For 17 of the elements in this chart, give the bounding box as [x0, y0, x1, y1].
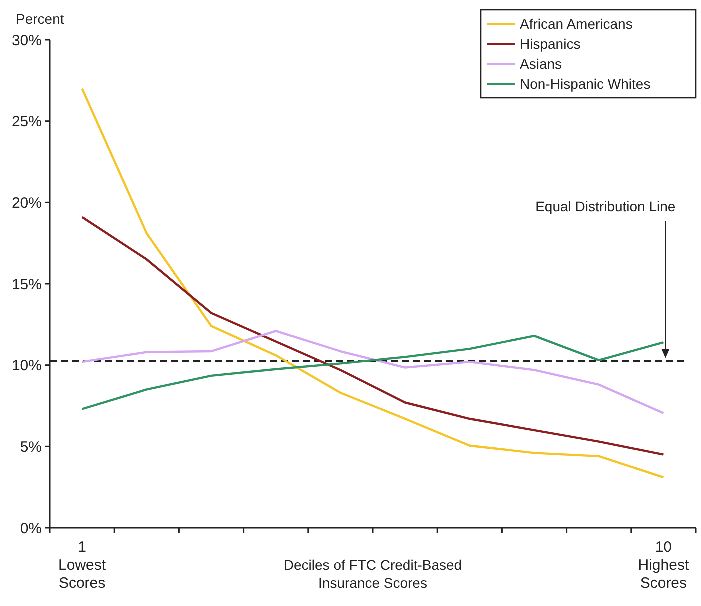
y-tick-label: 20%: [12, 194, 42, 212]
line-series: [81, 216, 665, 456]
y-tick-label: 25%: [12, 114, 42, 131]
y-tick-label: 5%: [20, 438, 42, 456]
ref-line-label: Equal Distribution Line: [536, 198, 676, 214]
legend-label: Asians: [520, 56, 562, 72]
y-axis-title: Percent: [16, 11, 64, 27]
y-tick-label: 30%: [12, 32, 42, 50]
y-tick-label: 15%: [12, 276, 42, 294]
legend-label: Hispanics: [520, 36, 581, 52]
y-tick-label: 0%: [20, 520, 42, 538]
y-tick-label: 10%: [12, 358, 42, 375]
x-tick-label: 1 Lowest Scores: [58, 539, 107, 592]
legend-label: African Americans: [520, 16, 633, 32]
x-tick-label: 10 Highest Scores: [638, 539, 690, 592]
x-axis-title: Deciles of FTC Credit-Based Insurance Scores: [284, 557, 462, 591]
legend-label: Non-Hispanic Whites: [520, 76, 651, 92]
